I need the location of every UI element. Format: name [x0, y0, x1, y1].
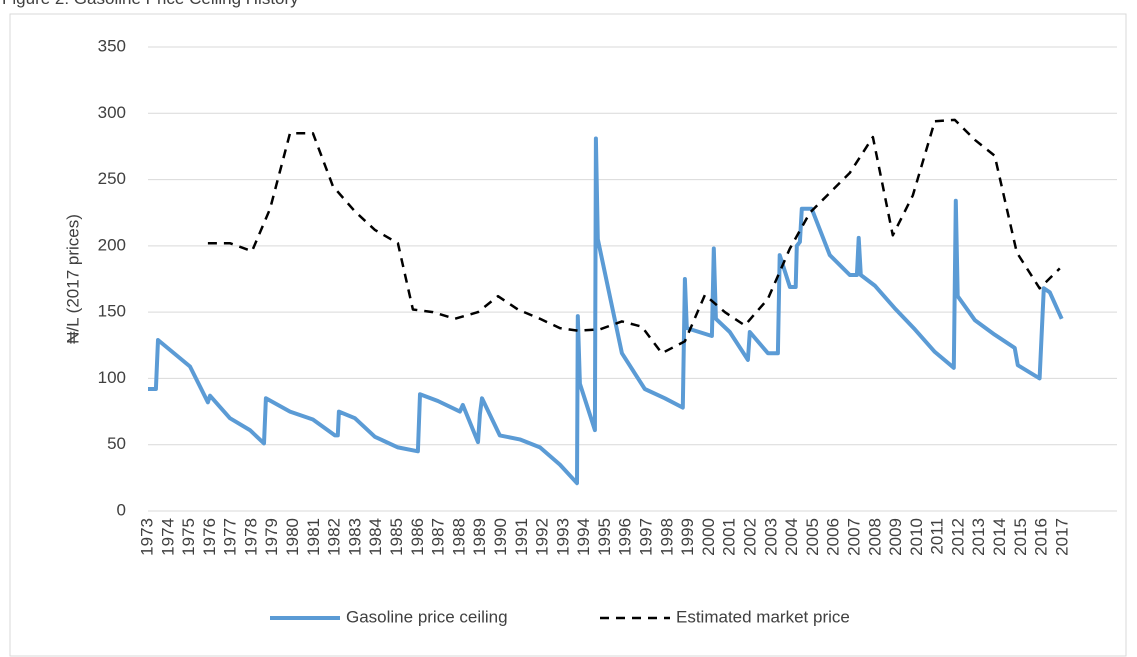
- y-axis-label: ₦/L (2017 prices): [63, 214, 82, 344]
- x-tick-label: 1981: [304, 518, 323, 556]
- x-tick-label: 1979: [262, 518, 281, 556]
- x-tick-label: 2004: [782, 518, 801, 556]
- x-tick-label: 1988: [449, 518, 468, 556]
- y-tick-label: 250: [98, 169, 126, 188]
- x-tick-label: 2005: [803, 518, 822, 556]
- x-tick-label: 2006: [824, 518, 843, 556]
- x-tick-label: 2015: [1011, 518, 1030, 556]
- x-tick-label: 2000: [699, 518, 718, 556]
- x-tick-label: 1993: [553, 518, 572, 556]
- y-tick-label: 0: [117, 500, 126, 519]
- x-tick-label: 2012: [948, 518, 967, 556]
- x-tick-label: 2016: [1032, 518, 1051, 556]
- x-tick-label: 1990: [491, 518, 510, 556]
- legend-label: Estimated market price: [676, 607, 850, 626]
- chart-border: [9, 13, 1127, 657]
- x-tick-label: 2014: [990, 518, 1009, 556]
- y-tick-label: 100: [98, 368, 126, 387]
- series-line: [148, 136, 1064, 486]
- chart-title: Figure 2: Gasoline Price Ceiling History: [2, 0, 299, 8]
- x-tick-label: 1984: [366, 518, 385, 556]
- x-tick-label: 1982: [325, 518, 344, 556]
- x-tick-label: 2001: [720, 518, 739, 556]
- x-tick-label: 2017: [1052, 518, 1071, 556]
- legend-label: Gasoline price ceiling: [346, 607, 508, 626]
- x-tick-label: 2002: [741, 518, 760, 556]
- x-tick-label: 1994: [574, 518, 593, 556]
- x-tick-label: 1999: [678, 518, 697, 556]
- x-tick-label: 1992: [533, 518, 552, 556]
- x-tick-label: 1989: [470, 518, 489, 556]
- x-tick-label: 2010: [907, 518, 926, 556]
- x-tick-label: 2009: [886, 518, 905, 556]
- x-tick-label: 1996: [616, 518, 635, 556]
- x-tick-label: 1998: [657, 518, 676, 556]
- x-tick-label: 1985: [387, 518, 406, 556]
- x-tick-label: 1975: [179, 518, 198, 556]
- series-line: [207, 118, 1061, 355]
- x-tick-label: 1978: [241, 518, 260, 556]
- x-tick-label: 1977: [221, 518, 240, 556]
- x-tick-label: 2013: [969, 518, 988, 556]
- x-tick-label: 1974: [158, 518, 177, 556]
- y-tick-label: 350: [98, 36, 126, 55]
- x-tick-label: 1973: [137, 518, 156, 556]
- x-tick-label: 2007: [844, 518, 863, 556]
- x-tick-label: 1991: [512, 518, 531, 556]
- x-tick-label: 1986: [408, 518, 427, 556]
- x-tick-label: 1983: [345, 518, 364, 556]
- y-tick-label: 300: [98, 103, 126, 122]
- y-tick-label: 50: [107, 434, 126, 453]
- x-tick-label: 1987: [429, 518, 448, 556]
- x-tick-label: 2011: [928, 518, 947, 555]
- y-tick-label: 150: [98, 302, 126, 321]
- x-tick-label: 1997: [637, 518, 656, 556]
- x-tick-label: 1976: [200, 518, 219, 556]
- x-tick-label: 2008: [865, 518, 884, 556]
- x-tick-label: 1995: [595, 518, 614, 556]
- x-tick-label: 2003: [761, 518, 780, 556]
- x-tick-label: 1980: [283, 518, 302, 556]
- y-tick-label: 200: [98, 235, 126, 254]
